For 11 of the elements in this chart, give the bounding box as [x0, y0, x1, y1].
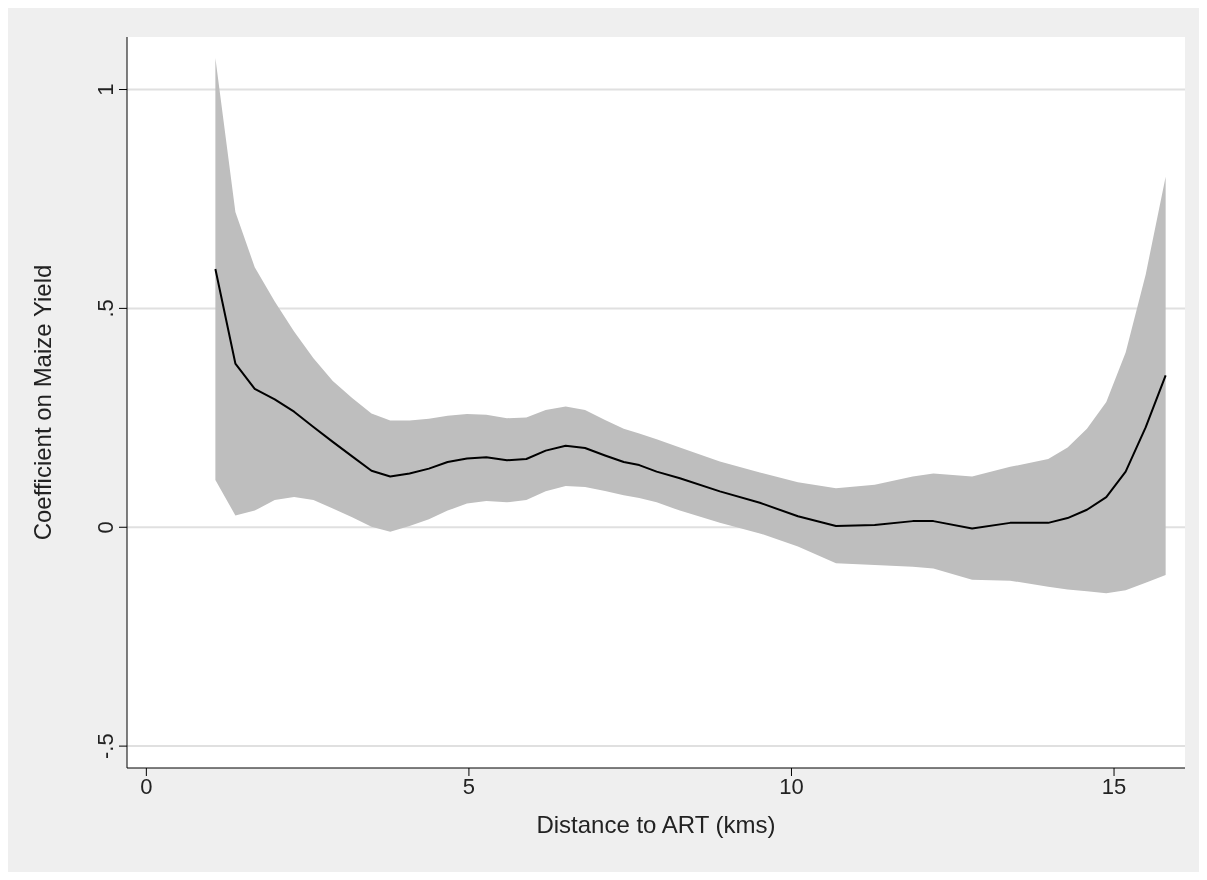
- y-tick-label: .5: [93, 299, 118, 318]
- y-axis-title: Coefficient on Maize Yield: [28, 264, 56, 541]
- x-tick-label: 0: [140, 773, 153, 799]
- y-tick-label: -.5: [93, 733, 118, 759]
- x-tick-label: 5: [462, 773, 476, 799]
- y-tick-label: 1: [93, 83, 118, 96]
- x-axis-title: Distance to ART (kms): [536, 811, 776, 839]
- x-tick-label: 15: [1101, 773, 1127, 799]
- line-series: [214, 267, 1167, 530]
- y-tick-label: 0: [93, 521, 118, 534]
- x-tick-label: 10: [779, 773, 804, 799]
